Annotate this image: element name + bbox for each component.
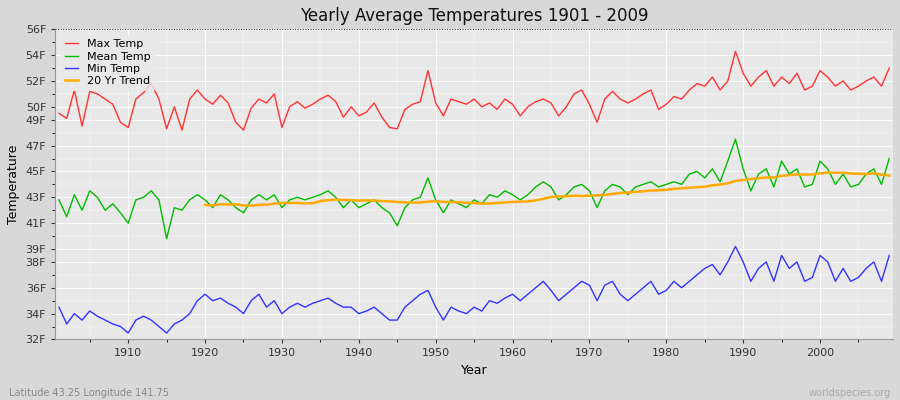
Max Temp bbox=[115, 120, 126, 125]
Min Temp bbox=[115, 324, 126, 329]
Max Temp bbox=[54, 111, 65, 116]
Max Temp bbox=[507, 102, 517, 107]
Max Temp bbox=[608, 89, 618, 94]
20 Yr Trend bbox=[823, 170, 833, 175]
20 Yr Trend bbox=[792, 172, 803, 177]
Mean Temp bbox=[515, 198, 526, 202]
Max Temp bbox=[515, 114, 526, 118]
Mean Temp bbox=[54, 198, 65, 202]
Mean Temp bbox=[507, 192, 517, 197]
Mean Temp bbox=[338, 205, 349, 210]
20 Yr Trend bbox=[776, 173, 787, 178]
Mean Temp bbox=[292, 195, 302, 200]
Min Temp bbox=[608, 279, 618, 284]
Min Temp bbox=[54, 305, 65, 310]
20 Yr Trend bbox=[684, 185, 695, 190]
Mean Temp bbox=[115, 210, 126, 215]
20 Yr Trend bbox=[300, 201, 310, 206]
Min Temp bbox=[730, 244, 741, 249]
Mean Temp bbox=[608, 182, 618, 187]
Mean Temp bbox=[161, 236, 172, 241]
Y-axis label: Temperature: Temperature bbox=[7, 145, 20, 224]
20 Yr Trend bbox=[868, 171, 879, 176]
Line: Mean Temp: Mean Temp bbox=[59, 139, 889, 239]
20 Yr Trend bbox=[884, 173, 895, 178]
Legend: Max Temp, Mean Temp, Min Temp, 20 Yr Trend: Max Temp, Mean Temp, Min Temp, 20 Yr Tre… bbox=[60, 35, 156, 91]
Max Temp bbox=[338, 115, 349, 120]
20 Yr Trend bbox=[415, 200, 426, 205]
Title: Yearly Average Temperatures 1901 - 2009: Yearly Average Temperatures 1901 - 2009 bbox=[300, 7, 648, 25]
20 Yr Trend bbox=[246, 203, 256, 208]
Line: Max Temp: Max Temp bbox=[59, 51, 889, 130]
Min Temp bbox=[884, 253, 895, 258]
Text: worldspecies.org: worldspecies.org bbox=[809, 388, 891, 398]
20 Yr Trend bbox=[200, 202, 211, 207]
Mean Temp bbox=[730, 137, 741, 142]
Max Temp bbox=[292, 99, 302, 104]
Text: Latitude 43.25 Longitude 141.75: Latitude 43.25 Longitude 141.75 bbox=[9, 388, 169, 398]
Min Temp bbox=[122, 331, 133, 336]
Max Temp bbox=[176, 128, 187, 132]
Mean Temp bbox=[884, 156, 895, 161]
Max Temp bbox=[730, 49, 741, 54]
X-axis label: Year: Year bbox=[461, 364, 488, 377]
Min Temp bbox=[507, 292, 517, 297]
Line: Min Temp: Min Temp bbox=[59, 246, 889, 333]
Max Temp bbox=[884, 66, 895, 70]
Min Temp bbox=[515, 298, 526, 303]
Min Temp bbox=[338, 305, 349, 310]
Min Temp bbox=[292, 301, 302, 306]
Line: 20 Yr Trend: 20 Yr Trend bbox=[205, 173, 889, 206]
